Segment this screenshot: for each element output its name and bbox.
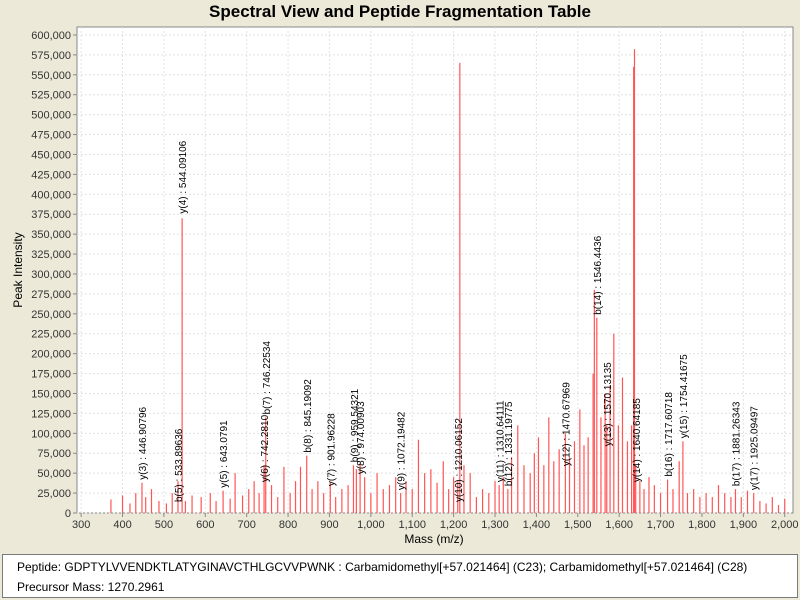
x-tick-label: 700	[238, 519, 256, 531]
spectrum-chart[interactable]: y(3) : 446.90796 b(5) : 533.89636 y(4) : 5…	[0, 0, 800, 552]
y-tick-label: 500,000	[31, 110, 71, 122]
grid-lines	[77, 27, 793, 514]
peak-annotation-label: y(11) : 1310.64111	[495, 400, 506, 482]
x-tick-label: 1,900	[730, 519, 758, 531]
x-tick-label: 1,100	[398, 519, 426, 531]
x-tick-label: 300	[72, 519, 90, 531]
y-tick-label: 425,000	[31, 169, 71, 181]
peak-annotation-label: b(5) : 533.89636	[174, 428, 185, 502]
y-tick-label: 525,000	[31, 90, 71, 102]
y-tick-label: 250,000	[31, 309, 71, 321]
peak-annotation-label: y(9) : 1072.19482	[397, 411, 408, 490]
peak-annotation-label: y(5) : 643.0791	[219, 420, 230, 488]
x-axis-label: Mass (m/z)	[404, 532, 463, 546]
x-tick-label: 1,300	[481, 519, 509, 531]
chart-title: Spectral View and Peptide Fragmentation …	[209, 2, 591, 21]
x-tick-label: 600	[196, 519, 214, 531]
y-tick-label: 25,000	[37, 488, 71, 500]
y-tick-label: 200,000	[31, 349, 71, 361]
peak-annotation-label: y(3) : 446.90796	[138, 406, 149, 479]
x-tick-label: 900	[320, 519, 338, 531]
peak-bars	[110, 49, 786, 513]
peak-annotation-label: y(6) : 742.2810	[260, 414, 271, 482]
y-tick-label: 75,000	[37, 448, 71, 460]
y-tick-label: 575,000	[31, 50, 71, 62]
peak-annotation-label: y(17) : 1925.09497	[750, 406, 761, 490]
peak-annotation-label: b(17) : 1881.26343	[732, 401, 743, 486]
y-tick-label: 375,000	[31, 209, 71, 221]
y-tick-label: 150,000	[31, 388, 71, 400]
precursor-mass: Precursor Mass: 1270.2961	[17, 580, 165, 594]
peak-annotation-label: b(9) : 959.54321	[350, 388, 361, 462]
x-tick-label: 1,500	[564, 519, 592, 531]
y-tick-label: 225,000	[31, 329, 71, 341]
x-tick-label: 1,600	[605, 519, 633, 531]
x-tick-label: 1,400	[523, 519, 551, 531]
y-tick-label: 550,000	[31, 70, 71, 82]
peak-annotation-label: y(15) : 1754.41675	[679, 354, 690, 438]
peptide-sequence: Peptide: GDPTYLVVENDKTLATYGINAVCTHLGCVVP…	[17, 560, 748, 574]
y-tick-label: 300,000	[31, 269, 71, 281]
y-tick-label: 350,000	[31, 229, 71, 241]
peptide-info-panel: Peptide: GDPTYLVVENDKTLATYGINAVCTHLGCVVP…	[2, 554, 798, 598]
x-tick-label: 1,000	[357, 519, 385, 531]
y-tick-label: 275,000	[31, 289, 71, 301]
y-tick-label: 100,000	[31, 428, 71, 440]
peak-annotation-label: y(10) : 1210.06152	[454, 418, 465, 502]
x-tick-label: 400	[113, 519, 131, 531]
peak-annotation-label: b(14) : 1546.4436	[593, 235, 604, 314]
x-tick-label: 1,800	[688, 519, 716, 531]
x-tick-label: 2,000	[771, 519, 799, 531]
peak-annotation-label: b(7) : 746.22534	[262, 341, 273, 415]
y-tick-label: 325,000	[31, 249, 71, 261]
y-tick-label: 600,000	[31, 30, 71, 42]
x-tick-label: 1,700	[647, 519, 675, 531]
peak-annotation-label: y(14) : 1640.64185	[632, 398, 643, 482]
peak-annotation-label: b(12) : 1331.19775	[504, 401, 515, 486]
y-tick-label: 450,000	[31, 149, 71, 161]
peak-annotation-label: b(16) : 1717.60718	[664, 392, 675, 477]
peak-annotation-label: y(8) : 974.00903	[356, 401, 367, 474]
y-axis-label: Peak Intensity	[11, 232, 25, 307]
peak-annotations: y(3) : 446.90796 b(5) : 533.89636 y(4) : 5…	[138, 140, 761, 502]
y-tick-label: 125,000	[31, 408, 71, 420]
y-tick-label: 50,000	[37, 468, 71, 480]
y-tick-label: 175,000	[31, 369, 71, 381]
peak-annotation-label: y(12) : 1470.67969	[562, 382, 573, 466]
x-tick-label: 500	[155, 519, 173, 531]
x-tick-label: 800	[279, 519, 297, 531]
x-tick-label: 1,200	[440, 519, 468, 531]
peak-annotation-label: y(13) : 1570.13135	[603, 362, 614, 446]
y-tick-label: 475,000	[31, 130, 71, 142]
plot-area	[76, 26, 794, 514]
axes: 300 400 500 600 700 800 900 1,000 1,100 1,200 1,30…	[31, 30, 798, 531]
y-tick-label: 0	[65, 508, 71, 520]
peak-annotation-label: b(8) : 845.19092	[303, 379, 314, 453]
y-tick-label: 400,000	[31, 189, 71, 201]
peak-annotation-label: y(7) : 901.96228	[326, 413, 337, 486]
peak-annotation-label: y(4) : 544.09106	[178, 140, 189, 213]
